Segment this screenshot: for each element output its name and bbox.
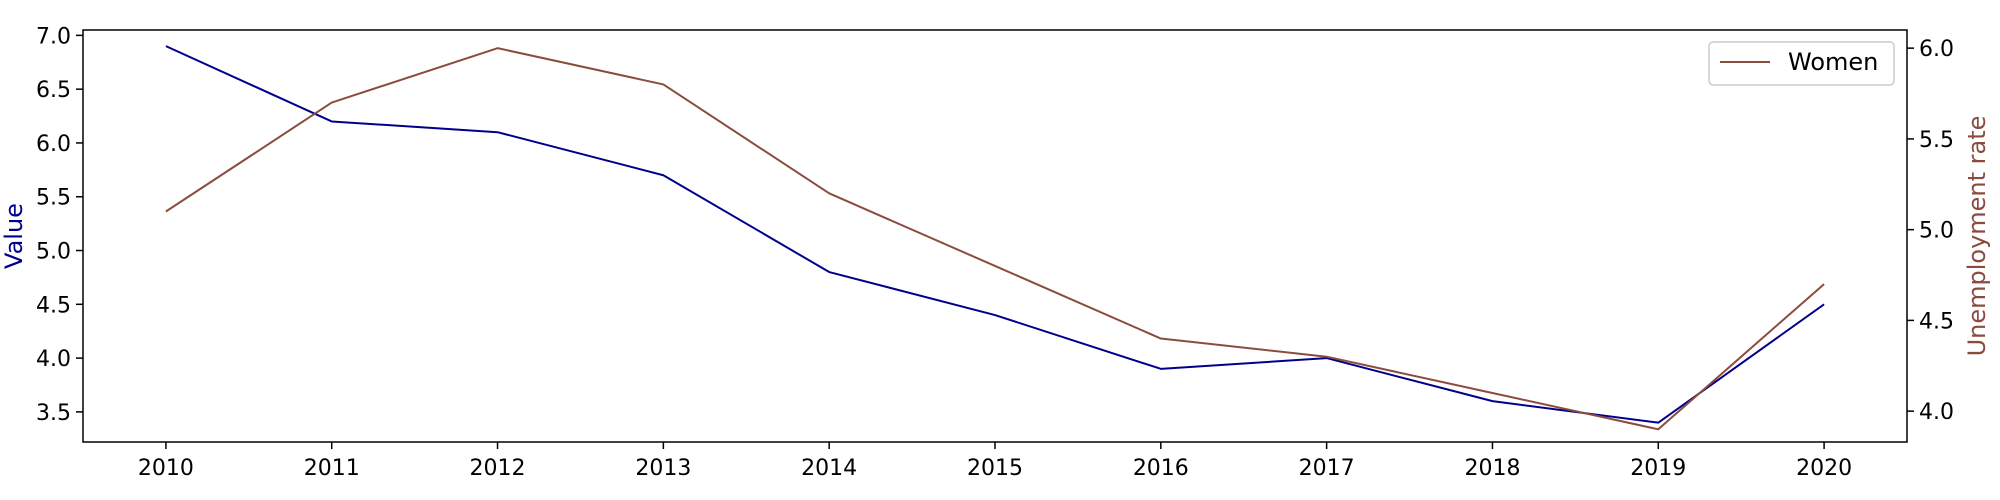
legend-label-women: Women <box>1788 48 1878 76</box>
left-tick-label: 5.0 <box>36 240 71 265</box>
legend-box <box>1708 41 1895 86</box>
x-tick-label: 2016 <box>1133 456 1189 481</box>
right-axis-ticks: 4.0 4.5 5.0 5.5 6.0 <box>1907 37 1954 425</box>
left-axis-ticks: 3.5 4.0 4.5 5.0 5.5 6.0 6.5 7.0 <box>36 24 83 426</box>
right-tick-label: 5.5 <box>1919 128 1954 153</box>
left-tick-label: 4.5 <box>36 293 71 318</box>
x-tick-label: 2017 <box>1299 456 1355 481</box>
x-axis-ticks: 2010 2011 2012 2013 2014 2015 2016 2017 2018 2019… <box>138 442 1852 481</box>
x-tick-label: 2014 <box>801 456 857 481</box>
series-line-women <box>165 47 1825 431</box>
x-tick-label: 2019 <box>1630 456 1686 481</box>
right-tick-label: 5.0 <box>1919 219 1954 244</box>
series-line-value <box>165 45 1825 424</box>
right-axis-title: Unemployment rate <box>1963 116 1991 357</box>
right-tick-label: 6.0 <box>1919 37 1954 62</box>
series-layer <box>165 45 1825 431</box>
x-tick-label: 2015 <box>967 456 1023 481</box>
x-tick-label: 2012 <box>470 456 526 481</box>
left-tick-label: 3.5 <box>36 401 71 426</box>
left-tick-label: 7.0 <box>36 24 71 49</box>
right-tick-label: 4.0 <box>1919 400 1954 425</box>
x-tick-label: 2013 <box>635 456 691 481</box>
x-tick-label: 2011 <box>304 456 360 481</box>
left-tick-label: 5.5 <box>36 186 71 211</box>
left-tick-label: 6.0 <box>36 132 71 157</box>
left-tick-label: 4.0 <box>36 347 71 372</box>
x-tick-label: 2018 <box>1464 456 1520 481</box>
left-axis-title: Value <box>0 203 28 269</box>
left-tick-label: 6.5 <box>36 78 71 103</box>
right-tick-label: 4.5 <box>1919 309 1954 334</box>
legend: Women <box>1708 41 1895 86</box>
x-tick-label: 2010 <box>138 456 194 481</box>
x-tick-label: 2020 <box>1796 456 1852 481</box>
plot-area <box>82 29 1908 443</box>
